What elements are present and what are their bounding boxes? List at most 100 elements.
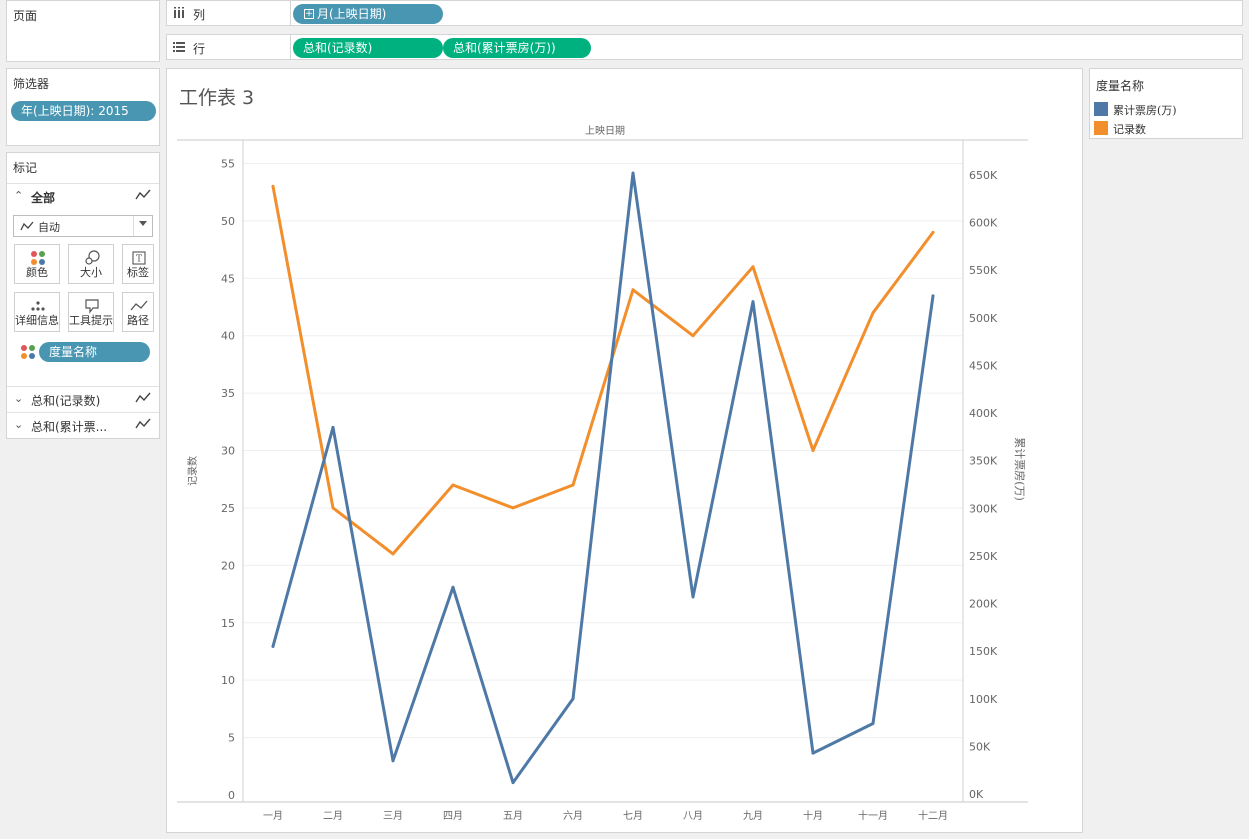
expand-plus-icon[interactable]: + — [304, 9, 314, 19]
data-point[interactable] — [331, 425, 335, 429]
tooltip-button-label: 工具提示 — [69, 314, 113, 327]
right-tick-label: 250K — [969, 550, 998, 563]
data-point[interactable] — [271, 644, 275, 648]
data-point[interactable] — [751, 265, 755, 269]
left-tick-label: 45 — [221, 272, 235, 285]
tooltip-button[interactable]: 工具提示 — [68, 292, 114, 332]
path-button-label: 路径 — [127, 314, 149, 327]
legend-title: 度量名称 — [1096, 79, 1145, 93]
data-point[interactable] — [511, 781, 515, 785]
x-tick-label: 一月 — [263, 810, 283, 822]
marks-sub-label-2: 总和(累计票... — [31, 420, 108, 434]
text-label-icon: T — [132, 251, 146, 265]
data-point[interactable] — [691, 334, 695, 338]
data-point[interactable] — [631, 171, 635, 175]
filters-shelf[interactable]: 筛选器 年(上映日期): 2015 — [6, 68, 160, 146]
data-point[interactable] — [571, 697, 575, 701]
data-point[interactable] — [751, 300, 755, 304]
x-tick-label: 五月 — [503, 810, 523, 822]
filter-pill-year[interactable]: 年(上映日期): 2015 — [11, 101, 156, 121]
column-pill-label: 月(上映日期) — [317, 7, 387, 21]
color-dots-icon — [21, 345, 35, 359]
size-button-label: 大小 — [80, 266, 102, 279]
filters-title: 筛选器 — [13, 77, 50, 91]
legend-label-record-count: 记录数 — [1113, 123, 1146, 136]
chevron-down-icon[interactable]: ⌄ — [14, 392, 24, 405]
x-tick-label: 七月 — [623, 810, 643, 822]
marks-sub-row-1[interactable]: ⌄ 总和(记录数) — [7, 386, 159, 412]
left-tick-label: 35 — [221, 387, 235, 400]
x-axis-ticks: 一月 二月 三月 四月 五月 六月 七月 八月 九月 十月 十一月 十二月 — [263, 809, 948, 822]
legend-item-box-office[interactable]: 累计票房(万) — [1094, 101, 1240, 117]
color-pill-measure-names[interactable]: 度量名称 — [39, 342, 150, 362]
x-tick-label: 九月 — [743, 810, 763, 822]
x-tick-label: 六月 — [563, 810, 583, 822]
data-point[interactable] — [931, 230, 935, 234]
right-tick-label: 150K — [969, 645, 998, 658]
left-tick-label: 50 — [221, 215, 235, 228]
left-tick-label: 10 — [221, 674, 235, 687]
pages-shelf[interactable]: 页面 — [6, 0, 160, 62]
data-point[interactable] — [271, 184, 275, 188]
right-tick-label: 100K — [969, 693, 998, 706]
columns-icon — [174, 7, 184, 18]
chevron-down-icon[interactable] — [139, 221, 147, 226]
data-point[interactable] — [931, 294, 935, 298]
marks-sub-label-1: 总和(记录数) — [31, 394, 101, 408]
left-tick-label: 5 — [228, 732, 235, 745]
right-tick-label: 300K — [969, 502, 998, 515]
line-mark-icon — [135, 189, 151, 200]
left-tick-label: 20 — [221, 559, 235, 572]
sheet-title: 工作表 3 — [179, 87, 255, 109]
x-tick-label: 十月 — [803, 809, 823, 822]
data-point[interactable] — [451, 483, 455, 487]
column-pill-month[interactable]: + 月(上映日期) — [293, 4, 443, 24]
rows-shelf[interactable]: 行 总和(记录数) 总和(累计票房(万)) — [166, 34, 1243, 60]
data-point[interactable] — [451, 585, 455, 589]
chevron-down-icon[interactable]: ⌄ — [14, 418, 24, 431]
data-point[interactable] — [511, 506, 515, 510]
right-tick-label: 400K — [969, 407, 998, 420]
color-button[interactable]: 颜色 — [14, 244, 60, 284]
data-point[interactable] — [391, 552, 395, 556]
mark-type-dropdown[interactable]: 自动 — [13, 215, 153, 237]
marks-sub-row-2[interactable]: ⌄ 总和(累计票... — [7, 412, 159, 438]
data-point[interactable] — [871, 311, 875, 315]
pages-title: 页面 — [13, 9, 38, 23]
legend-swatch-orange — [1094, 121, 1108, 135]
data-point[interactable] — [391, 759, 395, 763]
columns-shelf[interactable]: 列 + 月(上映日期) — [166, 0, 1243, 26]
series-line-box-office[interactable] — [271, 171, 935, 785]
marks-all-label: 全部 — [31, 191, 56, 205]
right-tick-label: 550K — [969, 264, 998, 277]
data-point[interactable] — [871, 722, 875, 725]
series-line-record-count[interactable] — [271, 184, 935, 556]
chevron-up-icon[interactable]: ⌃ — [14, 189, 24, 202]
data-point[interactable] — [631, 288, 635, 292]
detail-dots-icon — [31, 301, 45, 311]
size-button[interactable]: 大小 — [68, 244, 114, 284]
left-tick-label: 30 — [221, 445, 235, 458]
marks-all-row[interactable]: ⌃ 全部 — [7, 183, 159, 209]
legend-item-record-count[interactable]: 记录数 — [1094, 120, 1240, 136]
right-tick-label: 600K — [969, 217, 998, 230]
path-button[interactable]: 路径 — [122, 292, 154, 332]
row-pill-box-office[interactable]: 总和(累计票房(万)) — [443, 38, 591, 58]
data-point[interactable] — [811, 751, 815, 755]
label-button[interactable]: T 标签 — [122, 244, 154, 284]
line-mark-icon — [135, 392, 151, 403]
data-point[interactable] — [331, 506, 335, 510]
left-tick-label: 15 — [221, 617, 235, 630]
color-button-label: 颜色 — [26, 266, 48, 279]
data-point[interactable] — [571, 483, 575, 487]
left-tick-label: 40 — [221, 330, 235, 343]
detail-button[interactable]: 详细信息 — [14, 292, 60, 332]
row-pill-record-count[interactable]: 总和(记录数) — [293, 38, 443, 58]
color-legend[interactable]: 度量名称 累计票房(万) 记录数 — [1089, 68, 1243, 139]
line-chart[interactable]: 上映日期 0 5 10 15 20 25 30 35 40 45 50 55 0K 50K 100K 150… — [167, 69, 1082, 832]
chart-grid — [243, 162, 963, 739]
path-icon — [130, 300, 148, 311]
data-point[interactable] — [691, 595, 695, 599]
tooltip-icon — [85, 299, 99, 314]
data-point[interactable] — [811, 449, 815, 452]
